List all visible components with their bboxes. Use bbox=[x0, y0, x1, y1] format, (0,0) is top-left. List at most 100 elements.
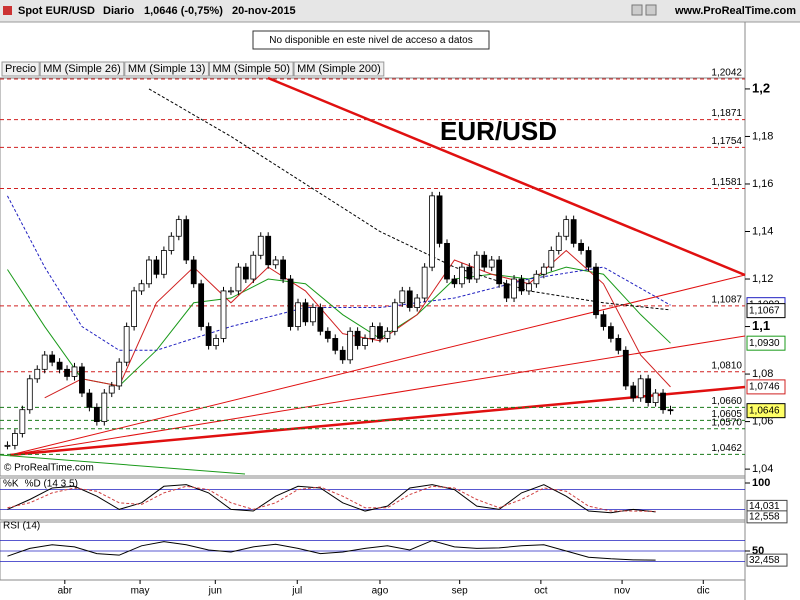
candle bbox=[56, 361, 63, 370]
candle bbox=[548, 250, 555, 268]
price-label: 1,0646 bbox=[749, 405, 780, 416]
candle bbox=[436, 195, 443, 244]
candle bbox=[384, 330, 391, 339]
candle bbox=[526, 283, 532, 292]
candle bbox=[183, 219, 190, 261]
candle bbox=[570, 219, 577, 244]
candle bbox=[414, 297, 421, 308]
oscillator-line bbox=[7, 540, 656, 561]
candle bbox=[377, 326, 383, 339]
candle bbox=[123, 326, 130, 363]
x-tick-label: jun bbox=[208, 586, 222, 597]
level-label: 1,0570 bbox=[711, 417, 742, 428]
legend-box bbox=[208, 61, 294, 77]
candle bbox=[19, 409, 26, 434]
candle bbox=[131, 290, 138, 327]
x-tick-label: may bbox=[131, 586, 150, 597]
title-bar bbox=[0, 0, 800, 22]
candle bbox=[332, 338, 339, 351]
panel-title: %K bbox=[3, 479, 19, 490]
panel-title: RSI (14) bbox=[3, 521, 40, 532]
candle bbox=[362, 338, 368, 346]
notice-box bbox=[252, 30, 490, 50]
y-tick-label: 1,12 bbox=[752, 273, 773, 285]
moving-average bbox=[7, 195, 671, 351]
candle bbox=[503, 283, 510, 299]
candle bbox=[190, 259, 197, 285]
candle bbox=[481, 254, 488, 268]
y-tick-label: 1,1 bbox=[752, 318, 770, 333]
candle bbox=[160, 250, 167, 275]
y-tick-label: 1,06 bbox=[752, 415, 773, 427]
candle bbox=[339, 349, 346, 361]
candle bbox=[488, 259, 495, 268]
level-label: 1,1581 bbox=[711, 177, 742, 188]
legend-box bbox=[1, 61, 40, 77]
candle bbox=[466, 266, 473, 280]
candle bbox=[563, 219, 570, 237]
x-tick-label: abr bbox=[58, 586, 73, 597]
candle bbox=[93, 406, 100, 422]
candle bbox=[213, 338, 219, 346]
candle bbox=[250, 254, 257, 280]
level-label: 1,0660 bbox=[711, 396, 742, 407]
candle bbox=[451, 278, 458, 285]
x-tick-label: ago bbox=[372, 586, 389, 597]
candle bbox=[593, 266, 599, 316]
candle bbox=[615, 338, 622, 351]
level-label: 1,0462 bbox=[711, 443, 742, 454]
trend-line bbox=[0, 454, 246, 475]
price-label: 1,1067 bbox=[749, 305, 780, 316]
candle bbox=[168, 235, 175, 251]
candle bbox=[645, 378, 652, 403]
trend-line bbox=[267, 76, 746, 277]
candle bbox=[317, 307, 324, 332]
y-tick-label: 1,14 bbox=[752, 225, 773, 237]
candle bbox=[406, 290, 413, 308]
candle bbox=[622, 349, 629, 387]
value-box bbox=[746, 510, 788, 524]
candle bbox=[295, 302, 301, 327]
candle bbox=[533, 273, 540, 285]
candle bbox=[235, 266, 242, 292]
window-button[interactable] bbox=[631, 4, 643, 16]
x-tick-label: nov bbox=[614, 586, 630, 597]
legend-box bbox=[124, 61, 209, 77]
candle bbox=[652, 392, 659, 403]
price-label: 1,0746 bbox=[749, 382, 780, 393]
period: Diario bbox=[103, 5, 134, 17]
panel-subtitle: %D (14 3 5) bbox=[25, 479, 78, 490]
legend-entry: MM (Simple 50) bbox=[212, 63, 290, 75]
candle bbox=[4, 444, 11, 447]
value-label: 32,458 bbox=[749, 555, 780, 566]
icon[interactable] bbox=[3, 6, 12, 15]
candle bbox=[309, 307, 316, 323]
candle bbox=[116, 361, 123, 387]
candle bbox=[287, 278, 294, 327]
candle bbox=[228, 290, 234, 293]
window-button[interactable] bbox=[645, 4, 657, 16]
candle bbox=[49, 354, 56, 363]
candle bbox=[242, 266, 249, 280]
price-box bbox=[746, 379, 786, 395]
candle bbox=[71, 366, 78, 377]
level-label: 1,1871 bbox=[711, 108, 742, 119]
candle bbox=[518, 278, 525, 292]
level-label: 1,0810 bbox=[711, 360, 742, 371]
x-tick-label: dic bbox=[697, 586, 710, 597]
candle bbox=[630, 385, 637, 399]
trend-line bbox=[9, 335, 746, 456]
candle bbox=[272, 259, 279, 266]
candle bbox=[86, 392, 93, 408]
candle bbox=[496, 259, 503, 285]
y-tick-label: 1,2 bbox=[752, 80, 770, 95]
level-label: 1,1754 bbox=[711, 136, 742, 147]
y-tick-label: 1,16 bbox=[752, 178, 773, 190]
candle bbox=[578, 242, 584, 251]
candle bbox=[34, 368, 41, 380]
symbol: Spot EUR/USD bbox=[18, 5, 95, 17]
chart-title: EUR/USD bbox=[440, 116, 557, 146]
candle bbox=[138, 283, 145, 292]
y-tick-label: 100 bbox=[752, 477, 770, 489]
